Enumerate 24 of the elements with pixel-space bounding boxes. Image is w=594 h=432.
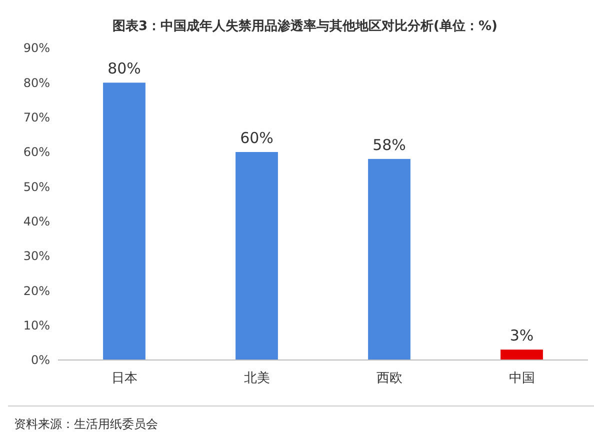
data-label: 58%	[372, 136, 406, 154]
text: 资料来源：生活用纸委员会	[14, 417, 158, 431]
y-tick-label: 40%	[23, 214, 50, 229]
y-tick-label: 0%	[30, 353, 50, 368]
y-tick-label: 80%	[23, 76, 50, 90]
y-tick-label: 90%	[23, 41, 50, 56]
x-tick-label: 西欧	[376, 371, 402, 386]
y-tick-label: 30%	[23, 249, 50, 264]
chart-title: 图表3：中国成年人失禁用品渗透率与其他地区对比分析(单位：%)	[112, 18, 498, 34]
y-tick-label: 10%	[23, 318, 50, 333]
y-tick-label: 70%	[23, 110, 50, 125]
bar	[500, 350, 543, 360]
bar	[368, 158, 410, 360]
x-tick-label: 日本	[111, 371, 138, 386]
x-tick-label: 北美	[244, 370, 270, 386]
x-tick-label: 中国	[508, 371, 535, 386]
y-tick-label: 60%	[23, 145, 50, 160]
y-tick-label: 20%	[23, 284, 50, 298]
bar	[236, 152, 278, 360]
data-label: 60%	[240, 129, 274, 147]
y-tick-label: 50%	[23, 180, 50, 194]
data-label: 3%	[510, 326, 534, 345]
bar	[103, 82, 146, 360]
data-label: 80%	[108, 60, 141, 78]
